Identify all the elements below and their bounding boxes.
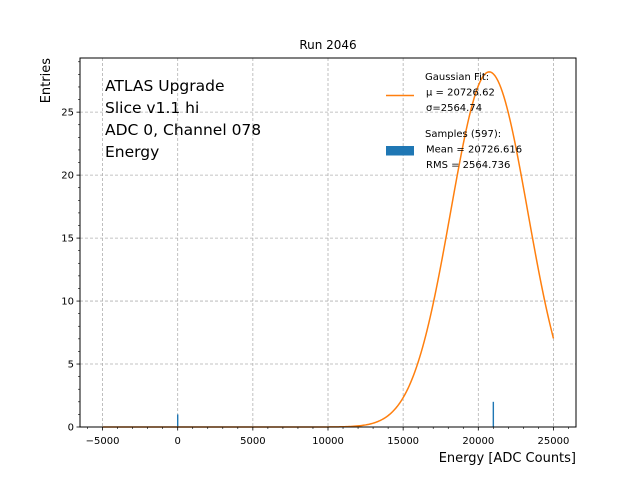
legend-samples-rms: RMS = 2564.736 — [426, 160, 510, 171]
info-text-block: ATLAS Upgrade Slice v1.1 hi ADC 0, Chann… — [105, 77, 261, 161]
legend-samples-title: Samples (597): — [425, 129, 501, 140]
chart-title: Run 2046 — [299, 38, 356, 52]
info-line-channel: ADC 0, Channel 078 — [105, 121, 261, 139]
y-tick-label: 0 — [68, 423, 74, 434]
legend-fit-sigma: σ=2564.74 — [426, 103, 482, 114]
info-line-slice: Slice v1.1 hi — [105, 99, 199, 117]
x-tick-label: −5000 — [86, 436, 120, 447]
y-tick-label: 25 — [61, 108, 74, 119]
x-tick-label: 15000 — [387, 436, 419, 447]
legend-samples-swatch — [386, 146, 414, 156]
y-tick-label: 15 — [61, 234, 74, 245]
histogram-bar — [176, 414, 179, 427]
x-tick-label: 5000 — [240, 436, 265, 447]
histogram-bars — [176, 401, 495, 427]
legend-fit-mu: μ = 20726.62 — [426, 88, 495, 99]
info-line-experiment: ATLAS Upgrade — [105, 77, 225, 95]
x-axis-label: Energy [ADC Counts] — [439, 451, 576, 466]
legend: Gaussian Fit: μ = 20726.62 σ=2564.74 Sam… — [386, 72, 522, 171]
x-tick-label: 10000 — [312, 436, 344, 447]
legend-samples-mean: Mean = 20726.616 — [426, 145, 522, 156]
y-tick-label: 5 — [68, 360, 74, 371]
y-tick-label: 20 — [61, 171, 74, 182]
legend-fit-title: Gaussian Fit: — [425, 72, 489, 83]
histogram-bar — [492, 401, 495, 427]
axis-ticks: −5000 0 5000 10000 15000 20000 25000 0 5 10 15 20 25 — [61, 61, 570, 447]
y-axis-label: Entries — [39, 58, 54, 104]
info-line-quantity: Energy — [105, 143, 159, 161]
x-tick-label: 20000 — [462, 436, 494, 447]
x-tick-label: 25000 — [538, 436, 570, 447]
x-tick-label: 0 — [175, 436, 181, 447]
y-tick-label: 10 — [61, 297, 74, 308]
